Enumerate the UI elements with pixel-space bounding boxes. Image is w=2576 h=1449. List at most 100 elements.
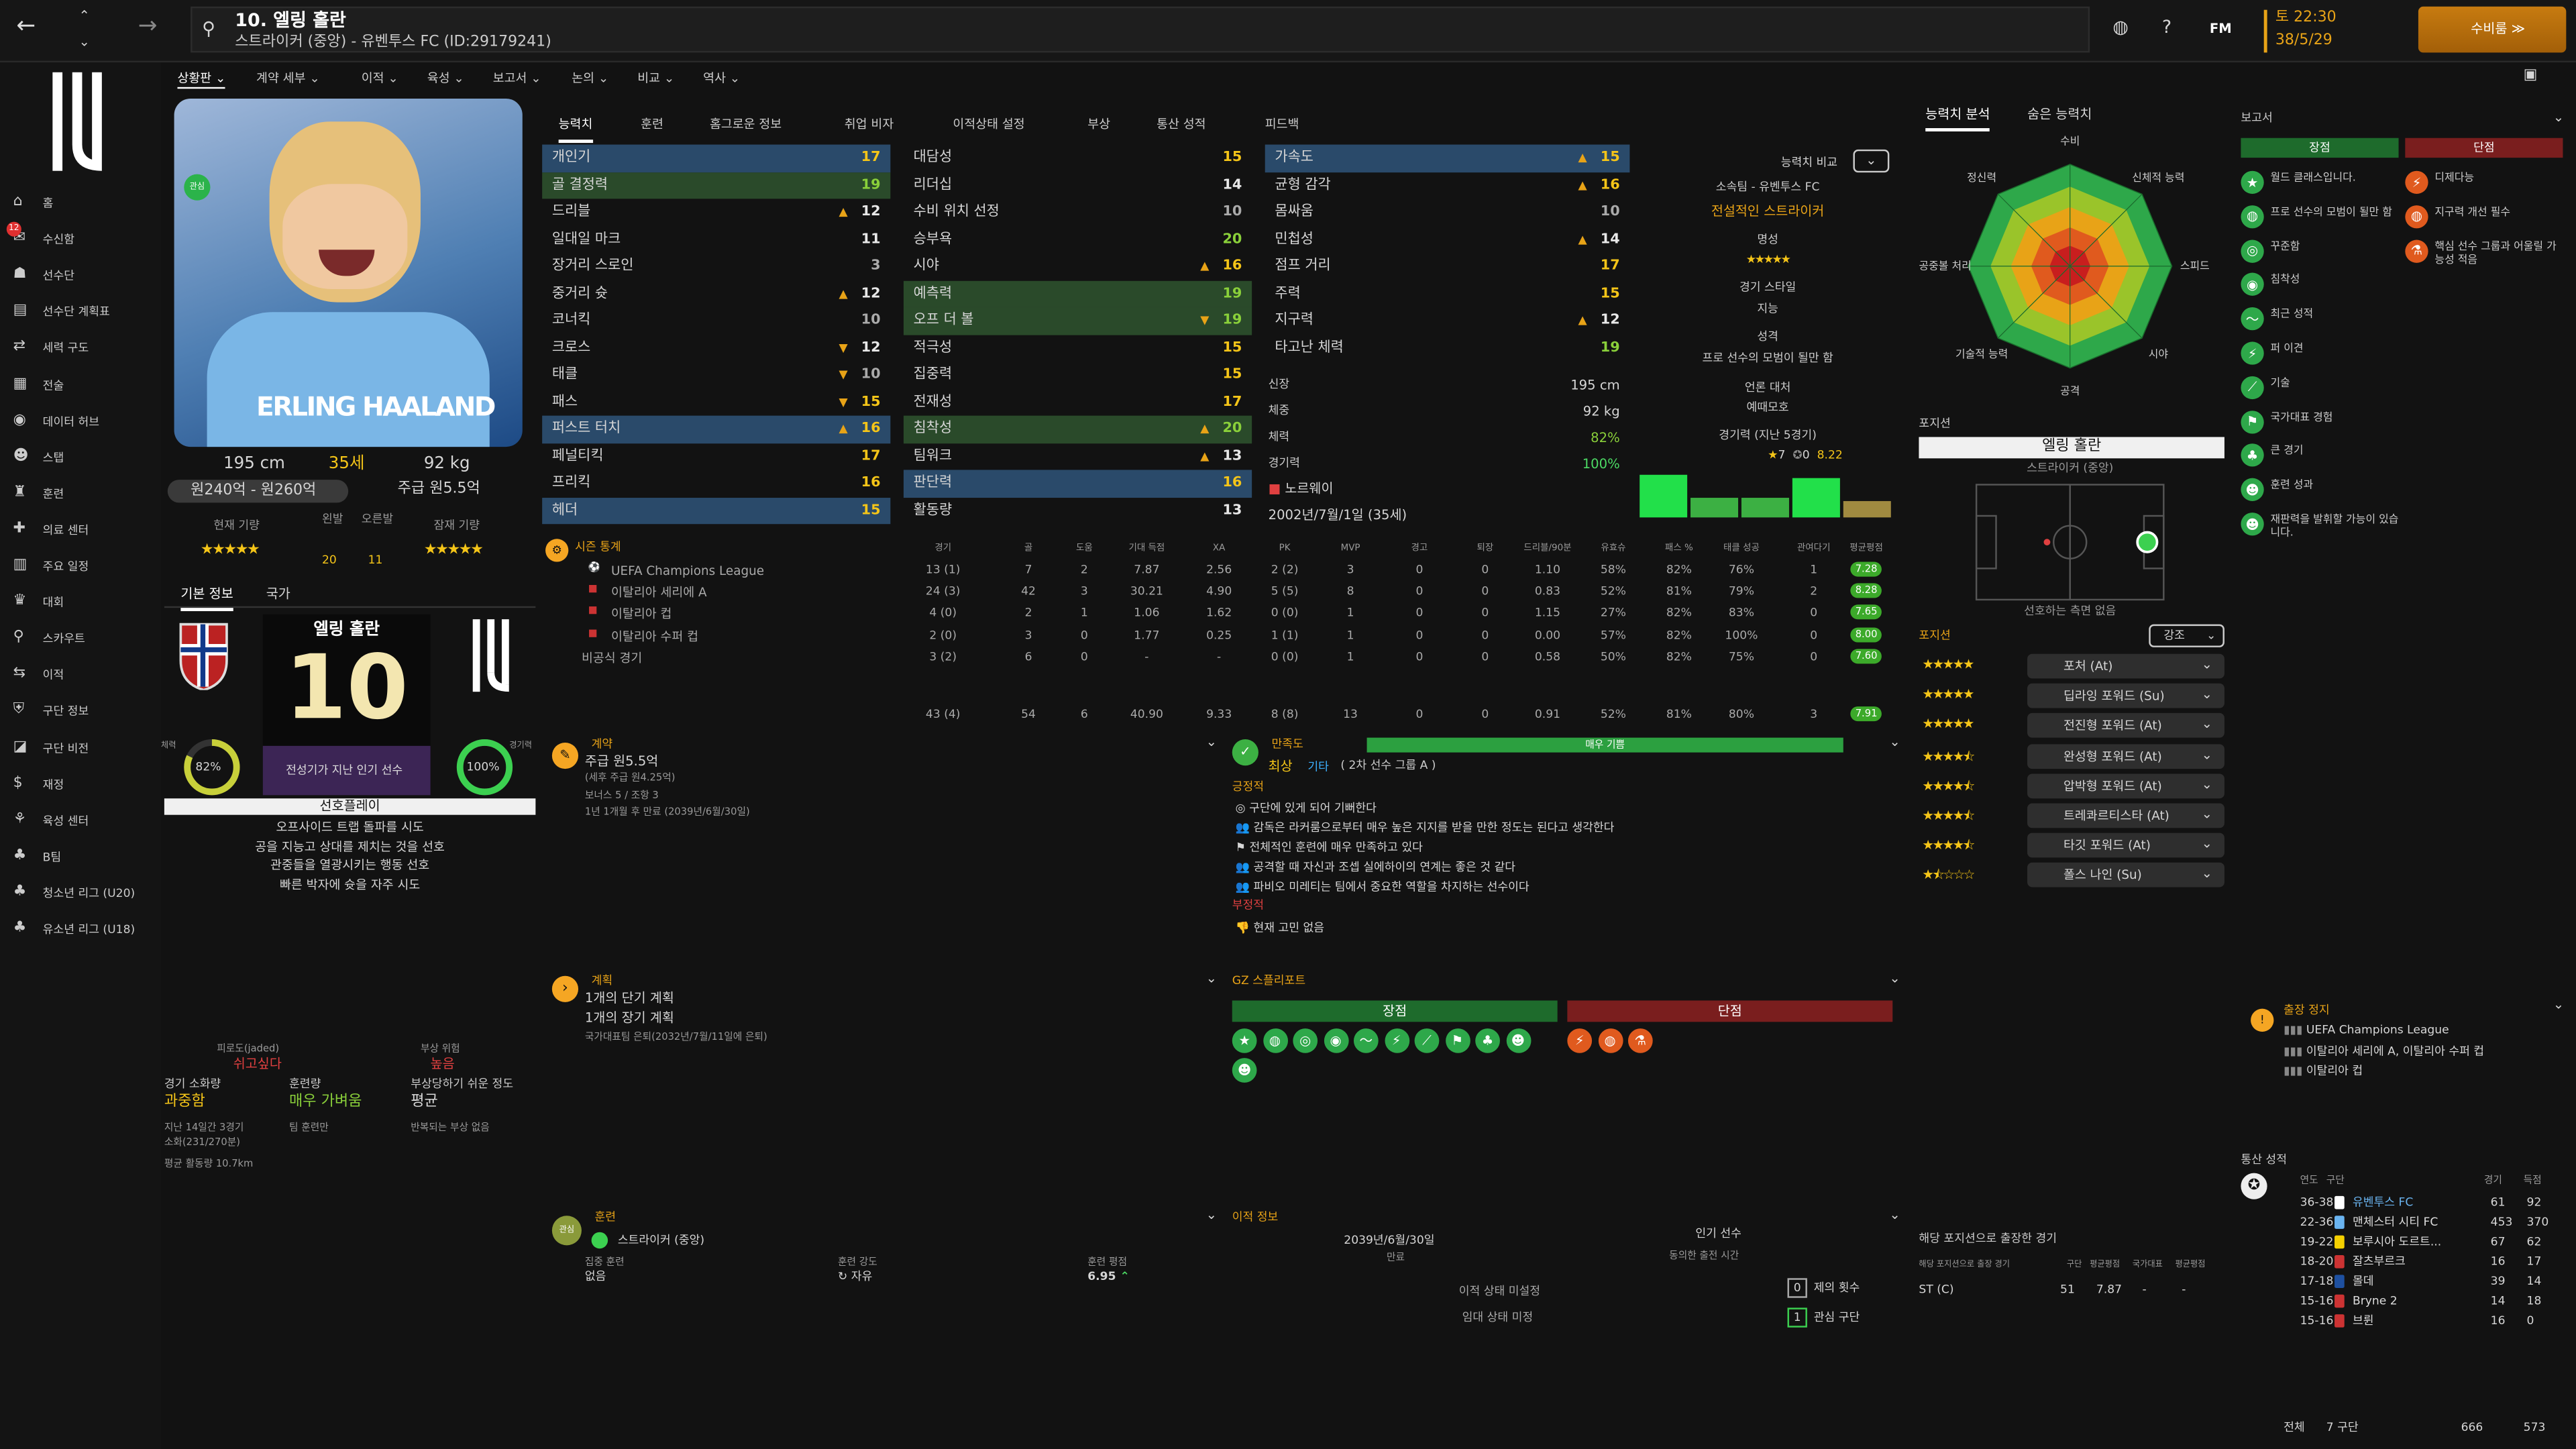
subnav-item[interactable]: 상황판 ⌄ [177,69,226,89]
role-dropdown[interactable]: 딥라잉 포워드 (Su) ⌄ [2027,684,2224,708]
gz-weakness-icon[interactable]: ⚗ [1627,1028,1653,1053]
role-row[interactable]: ★★★★⯪ 트레콰르티스타 (At) ⌄ [1919,803,2224,830]
history-row[interactable]: 17-18 몰데 39 14 [2235,1272,2576,1291]
role-dropdown[interactable]: 트레콰르티스타 (At) ⌄ [2027,803,2224,828]
attribute-row[interactable]: 시야 ▲ 16 [904,253,1252,280]
attribute-row[interactable]: 수비 위치 선정 10 [904,199,1252,225]
attribute-row[interactable]: 주력 15 [1265,280,1630,307]
attribute-row[interactable]: 균형 감각 ▲ 16 [1265,172,1630,199]
stats-row[interactable]: ⚽ UEFA Champions League 13 (1) 7 2 7.87 2.56 2 … [542,560,1906,582]
history-row[interactable]: 18-20 잘츠부르크 16 17 [2235,1252,2576,1271]
stats-col-header[interactable]: 퇴장 [1477,543,1494,554]
tab-hidden-attrs[interactable]: 숨은 능력치 [2027,107,2092,122]
stats-title[interactable]: 시즌 통계 [575,540,621,554]
sidebar-item[interactable]: ♜ 훈련 [10,480,158,509]
sidebar-item[interactable]: ⌂ 홈 [10,189,158,219]
stats-col-header[interactable]: 태클 성공 [1723,543,1760,554]
history-col-header[interactable]: 구단 [2326,1175,2345,1187]
role-row[interactable]: ★★★★⯪ 압박형 포워드 (At) ⌄ [1919,773,2224,800]
history-row[interactable]: 15-16 Bryne 2 14 18 [2235,1291,2576,1311]
stats-col-header[interactable]: 드리블/90분 [1523,543,1572,554]
stats-col-header[interactable]: MVP [1340,543,1360,554]
stats-col-header[interactable]: PK [1279,543,1291,554]
role-dropdown[interactable]: 폴스 나인 (Su) ⌄ [2027,863,2224,888]
stats-row[interactable]: 비공식 경기 3 (2) 6 0 - - 0 (0) 1 0 0 0.58 50% 82% 75% 0 7.6… [542,647,1906,668]
form-bar[interactable] [1640,474,1688,518]
tab[interactable]: 통산 성적 [1157,116,1206,131]
attribute-row[interactable]: 오프 더 볼 ▼ 19 [903,307,1252,335]
attribute-row[interactable]: 패스 ▼ 15 [542,388,890,415]
attribute-row[interactable]: 태클 ▼ 10 [542,362,890,388]
tab[interactable]: 능력치 [558,115,593,144]
sidebar-item[interactable]: ⚲ 스카우트 [10,625,158,654]
sidebar-item[interactable]: ⚘ 육성 센터 [10,806,158,836]
subnav-item[interactable]: 육성 ⌄ [427,70,464,86]
history-col-header[interactable]: 득점 [2523,1175,2542,1187]
collapse-icon[interactable]: ⌄ [1889,971,1900,986]
subnav-item[interactable]: 이적 ⌄ [361,70,398,86]
attribute-row[interactable]: 예측력 19 [903,280,1252,307]
sidebar-item[interactable]: ♣ B팀 [10,843,158,872]
stats-col-header[interactable]: 유효슈 [1601,543,1626,554]
subnav-item[interactable]: 역사 ⌄ [703,70,741,86]
gz-strength-icon[interactable]: ◎ [1293,1028,1318,1053]
gz-strength-icon[interactable]: ♣ [1475,1028,1500,1053]
tab-basic-info[interactable]: 기본 정보 [180,585,233,612]
role-dropdown[interactable]: 전진형 포워드 (At) ⌄ [2027,713,2224,739]
gz-weakness-icon[interactable]: ◍ [1597,1028,1623,1053]
history-row[interactable]: 22-36 맨체스터 시티 FC 453 370 [2235,1212,2576,1232]
gz-strength-icon[interactable]: ◍ [1263,1028,1287,1053]
subnav-item[interactable]: 논의 ⌄ [572,70,609,86]
stats-row[interactable]: ■ 이탈리아 세리에 A 24 (3) 42 3 30.21 4.90 5 (5) 8 0 0 0.8… [542,582,1906,603]
subnav-item[interactable]: 비교 ⌄ [637,70,675,86]
attribute-row[interactable]: 집중력 15 [904,362,1252,388]
role-row[interactable]: ★★★★⯪ 타깃 포워드 (At) ⌄ [1919,833,2224,859]
gz-strength-icon[interactable]: 〜 [1353,1028,1379,1053]
role-row[interactable]: ★★★★⯪ 완성형 포워드 (At) ⌄ [1919,743,2224,769]
attribute-row[interactable]: 민첩성 ▲ 14 [1265,226,1630,253]
continue-button[interactable]: 수비룸 ≫ [2418,6,2567,53]
collapse-icon[interactable]: ⌄ [2553,110,2565,125]
attribute-row[interactable]: 골 결정력 19 [542,171,891,199]
attribute-row[interactable]: 팀워크 ▲ 13 [904,443,1252,470]
stats-col-header[interactable]: 도움 [1075,543,1093,554]
forward-icon[interactable]: → [138,13,158,40]
sidebar-item[interactable]: ▦ 전술 [10,370,158,400]
stats-col-header[interactable]: XA [1212,543,1226,554]
attribute-row[interactable]: 리더십 14 [904,172,1252,199]
attribute-row[interactable]: 침착성 ▲ 20 [903,415,1252,443]
stats-col-header[interactable]: 골 [1024,543,1033,554]
role-row[interactable]: ★★★★★ 전진형 포워드 (At) ⌄ [1919,713,2224,740]
subnav-item[interactable]: 계약 세부 ⌄ [256,70,320,86]
sidebar-item[interactable]: ▤ 선수단 계획표 [10,298,158,327]
attribute-row[interactable]: 대담성 15 [904,145,1252,172]
form-bar[interactable] [1792,478,1840,518]
sidebar-item[interactable]: ⛨ 구단 정보 [10,697,158,727]
role-dropdown[interactable]: 완성형 포워드 (At) ⌄ [2027,743,2224,769]
role-row[interactable]: ★⯪☆☆☆ 폴스 나인 (Su) ⌄ [1919,863,2224,890]
collapse-icon[interactable]: ⌄ [2553,997,2565,1012]
gz-strength-icon[interactable]: ★ [1232,1028,1257,1053]
collapse-icon[interactable]: ⌄ [1889,734,1900,749]
sidebar-item[interactable]: ◉ 데이터 허브 [10,407,158,436]
gz-strength-icon[interactable]: ⟋ [1414,1028,1440,1053]
role-dropdown[interactable]: 압박형 포워드 (At) ⌄ [2027,773,2224,798]
collapse-icon[interactable]: ⌄ [1889,1208,1900,1223]
attribute-row[interactable]: 장거리 스로인 3 [542,253,890,280]
sidebar-item[interactable]: ♣ 청소년 리그 (U20) [10,879,158,908]
role-row[interactable]: ★★★★★ 포처 (At) ⌄ [1919,653,2224,680]
search-bar[interactable]: ⚲ 10. 엘링 홀란 스트라이커 (중앙) - 유벤투스 FC (ID:291… [191,6,2090,53]
gz-strength-icon[interactable]: ☻ [1505,1028,1531,1053]
back-icon[interactable]: ← [16,13,36,40]
compare-dropdown[interactable]: ⌄ [1853,149,1890,173]
attribute-row[interactable]: 판단력 16 [903,470,1252,497]
tab[interactable]: 홈그로운 정보 [709,116,782,131]
attribute-row[interactable]: 퍼스트 터치 ▲ 16 [542,415,891,443]
history-col-header[interactable]: 연도 [2300,1175,2318,1187]
stats-col-header[interactable]: 관여다기 [1796,543,1831,554]
attribute-row[interactable]: 활동량 13 [904,497,1252,524]
gz-weakness-icon[interactable]: ⚡ [1567,1028,1593,1053]
sidebar-item[interactable]: ✉ 수신함 12 [6,221,158,255]
globe-icon[interactable]: ◍ [2112,16,2129,38]
attribute-row[interactable]: 전재성 17 [904,388,1252,415]
